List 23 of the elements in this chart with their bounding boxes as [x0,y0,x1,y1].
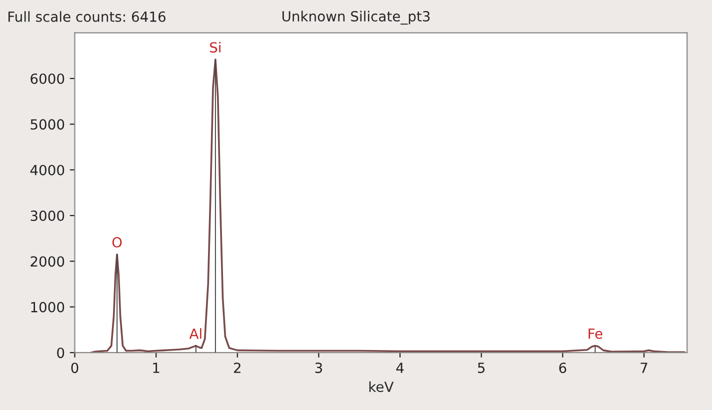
line-series [90,58,686,353]
x-tick-label: 5 [478,362,485,374]
y-tick-label: 1000 [31,302,64,312]
chart-title: Unknown Silicate_pt3 [282,10,430,25]
x-tick-label: 0 [71,362,78,374]
x-tick-label: 6 [559,362,566,374]
y-tick-label: 4000 [30,164,64,176]
x-tick-label: 3 [315,362,322,374]
y-tick-label: 6000 [30,73,64,84]
x-axis-title: keV [369,381,394,392]
x-tick-label: 4 [396,362,404,373]
annotation: Fe [588,328,602,339]
x-tick-label: 1 [153,362,160,373]
y-tick-label: 3000 [30,210,64,222]
text: Full scale counts: 6416 [8,11,166,22]
annotation: O [112,237,122,248]
annotation: Si [210,42,220,53]
y-tick-label: 0 [57,348,64,358]
x-tick-label: 7 [640,362,648,373]
annotation: Al [189,328,202,339]
x-tick-label: 2 [234,362,240,373]
y-tick-label: 5000 [30,119,64,130]
y-tick-label: 2000 [30,256,64,267]
